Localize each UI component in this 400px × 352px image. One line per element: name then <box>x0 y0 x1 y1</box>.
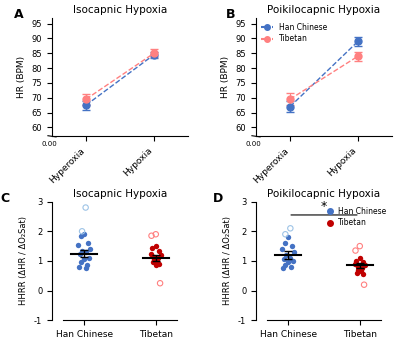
Point <box>355 267 362 273</box>
Point <box>157 281 163 286</box>
Point <box>83 249 90 255</box>
Point <box>84 240 91 246</box>
Title: Isocapnic Hypoxia: Isocapnic Hypoxia <box>73 189 167 200</box>
Point <box>360 260 366 265</box>
Point <box>148 251 154 256</box>
Point <box>359 265 365 271</box>
Title: Poikilocapnic Hypoxia: Poikilocapnic Hypoxia <box>268 5 380 15</box>
Point <box>352 261 358 267</box>
Point <box>356 255 363 261</box>
Point <box>279 246 286 252</box>
Point <box>287 226 294 231</box>
Point <box>158 252 164 258</box>
Y-axis label: HHRR (ΔHR / ΔO₂Sat): HHRR (ΔHR / ΔO₂Sat) <box>224 216 232 306</box>
Point <box>356 243 363 249</box>
Text: C: C <box>0 192 10 205</box>
Text: A: A <box>14 8 24 21</box>
Point <box>82 205 89 210</box>
Point <box>78 233 84 239</box>
Point <box>287 255 294 261</box>
Point <box>362 263 368 268</box>
Point <box>282 231 288 237</box>
Point <box>85 255 92 261</box>
Point <box>352 248 359 253</box>
Point <box>152 231 159 237</box>
Point <box>281 257 287 262</box>
Point <box>282 240 288 246</box>
Text: 0.00: 0.00 <box>42 141 57 147</box>
Point <box>78 260 84 265</box>
Y-axis label: HHRR (ΔHR / ΔO₂Sat): HHRR (ΔHR / ΔO₂Sat) <box>20 216 28 306</box>
Point <box>152 263 159 268</box>
Point <box>148 233 155 239</box>
Title: Poikilocapnic Hypoxia: Poikilocapnic Hypoxia <box>268 189 380 200</box>
Point <box>151 257 158 262</box>
Text: *: * <box>321 201 327 213</box>
Y-axis label: HR (BPM): HR (BPM) <box>17 56 26 98</box>
Point <box>283 252 289 258</box>
Point <box>75 242 82 247</box>
Point <box>156 261 162 267</box>
Point <box>87 246 93 252</box>
Point <box>280 265 286 271</box>
Text: 0.00: 0.00 <box>246 141 261 147</box>
Point <box>154 258 160 264</box>
Point <box>77 251 83 256</box>
Legend: Han Chinese, Tibetan: Han Chinese, Tibetan <box>260 21 329 45</box>
Point <box>149 245 156 250</box>
Point <box>282 263 288 268</box>
Point <box>361 282 367 288</box>
Point <box>156 248 162 253</box>
Point <box>353 258 360 264</box>
Text: B: B <box>226 8 236 21</box>
Point <box>354 270 360 276</box>
Point <box>152 243 159 249</box>
Point <box>285 234 292 240</box>
Point <box>82 265 89 271</box>
Point <box>79 228 85 234</box>
Point <box>288 264 294 270</box>
Point <box>288 243 295 249</box>
Point <box>155 255 161 261</box>
Point <box>285 260 292 265</box>
Y-axis label: HR (BPM): HR (BPM) <box>221 56 230 98</box>
Point <box>354 264 361 270</box>
Point <box>360 271 366 277</box>
Point <box>81 257 88 262</box>
Title: Isocapnic Hypoxia: Isocapnic Hypoxia <box>73 5 167 15</box>
Point <box>289 258 296 264</box>
Point <box>79 248 85 253</box>
Point <box>150 260 156 265</box>
Point <box>291 249 297 255</box>
Point <box>81 231 88 237</box>
Text: D: D <box>212 192 223 205</box>
Point <box>84 263 90 268</box>
Point <box>76 264 82 270</box>
Legend: Han Chinese, Tibetan: Han Chinese, Tibetan <box>327 206 388 229</box>
Point <box>150 254 157 259</box>
Point <box>358 269 364 274</box>
